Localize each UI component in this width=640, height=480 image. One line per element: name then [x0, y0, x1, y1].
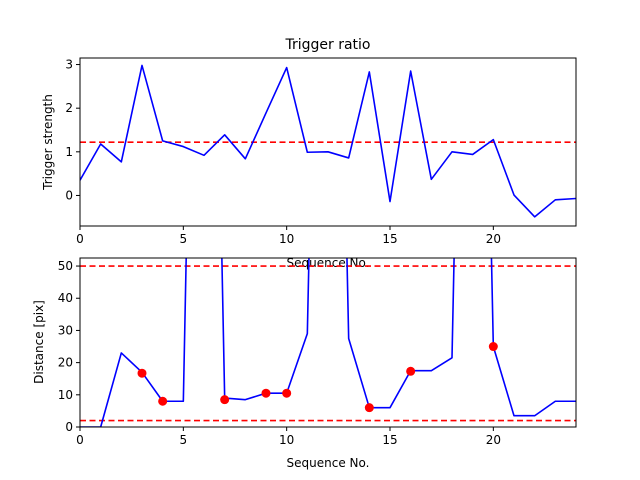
- data-point-marker: [220, 395, 230, 405]
- x-tick-label: 20: [486, 433, 501, 447]
- x-tick-label: 5: [180, 232, 188, 246]
- axis-ticks: 0 5 10 15 20 0 1 2 3: [65, 58, 501, 246]
- y-tick-label: 20: [58, 356, 73, 370]
- x-tick-label: 5: [180, 433, 188, 447]
- y-tick-label: 10: [58, 388, 73, 402]
- data-point-marker: [406, 366, 416, 376]
- y-tick-label: 3: [65, 58, 73, 72]
- x-tick-label: 20: [486, 232, 501, 246]
- y-tick-label: 1: [65, 145, 73, 159]
- x-tick-label: 15: [382, 232, 397, 246]
- x-tick-label: 10: [279, 232, 294, 246]
- y-tick-label: 0: [65, 188, 73, 202]
- data-point-marker: [364, 403, 374, 413]
- y-tick-label: 2: [65, 101, 73, 115]
- chart-title: Trigger ratio: [284, 37, 370, 53]
- x-tick-label: 10: [279, 433, 294, 447]
- x-tick-label: 15: [382, 433, 397, 447]
- plot-area: [80, 64, 576, 218]
- axes-frame: [79, 257, 577, 428]
- data-point-marker: [282, 388, 292, 398]
- x-tick-label: 0: [76, 232, 84, 246]
- data-point-marker: [261, 388, 271, 398]
- y-tick-label: 0: [65, 420, 73, 434]
- data-point-marker: [137, 368, 147, 378]
- y-axis-label: Distance [pix]: [32, 300, 46, 384]
- axis-ticks: 0 5 10 15 20 0 10 20 30 40 50: [58, 259, 501, 447]
- y-tick-label: 50: [58, 259, 73, 273]
- y-axis-label: Trigger strength: [41, 94, 55, 191]
- x-axis-label: Sequence No.: [287, 456, 370, 470]
- data-point-marker: [158, 396, 168, 406]
- plot-area: [80, 258, 576, 427]
- y-tick-label: 30: [58, 323, 73, 337]
- data-point-marker: [488, 342, 498, 352]
- axes-frame: [79, 57, 577, 227]
- series-line: [80, 64, 576, 218]
- x-tick-label: 0: [76, 433, 84, 447]
- trigger-ratio-chart: Trigger ratio Sequence No. Trigger stren…: [41, 37, 577, 270]
- distance-chart: Sequence No. Distance [pix] 0 5 10 15 20 0 10 2…: [32, 257, 577, 470]
- y-tick-label: 40: [58, 291, 73, 305]
